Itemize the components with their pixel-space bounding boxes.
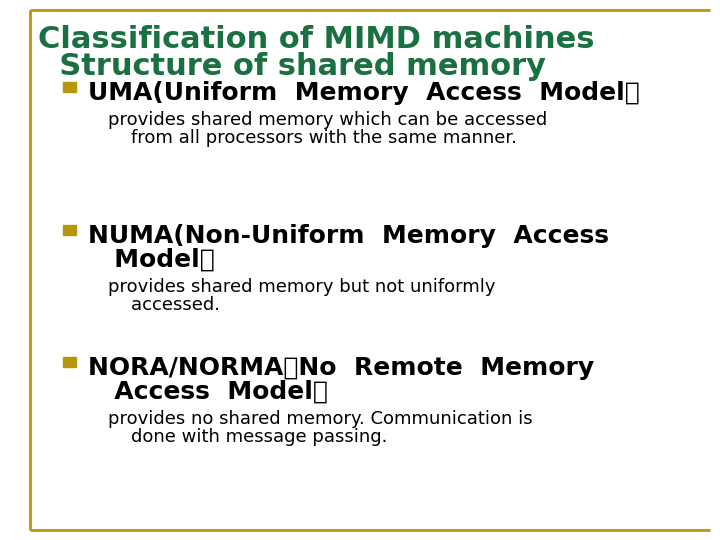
Text: Access  Model）: Access Model） [88, 380, 328, 404]
Text: provides no shared memory. Communication is: provides no shared memory. Communication… [108, 410, 533, 428]
Text: UMA(Uniform  Memory  Access  Model）: UMA(Uniform Memory Access Model） [88, 81, 640, 105]
Text: Structure of shared memory: Structure of shared memory [38, 52, 546, 81]
Text: NORA/NORMA（No  Remote  Memory: NORA/NORMA（No Remote Memory [88, 356, 594, 380]
Text: from all processors with the same manner.: from all processors with the same manner… [108, 129, 517, 147]
Text: NUMA(Non-Uniform  Memory  Access: NUMA(Non-Uniform Memory Access [88, 224, 609, 248]
Text: provides shared memory but not uniformly: provides shared memory but not uniformly [108, 278, 495, 296]
Text: Model）: Model） [88, 248, 215, 272]
Text: Classification of MIMD machines: Classification of MIMD machines [38, 25, 595, 54]
Bar [63, 225, 76, 235]
Text: done with message passing.: done with message passing. [108, 428, 387, 446]
Bar [63, 82, 76, 92]
Text: provides shared memory which can be accessed: provides shared memory which can be acce… [108, 111, 547, 129]
Bar [63, 357, 76, 367]
Text: accessed.: accessed. [108, 296, 220, 314]
